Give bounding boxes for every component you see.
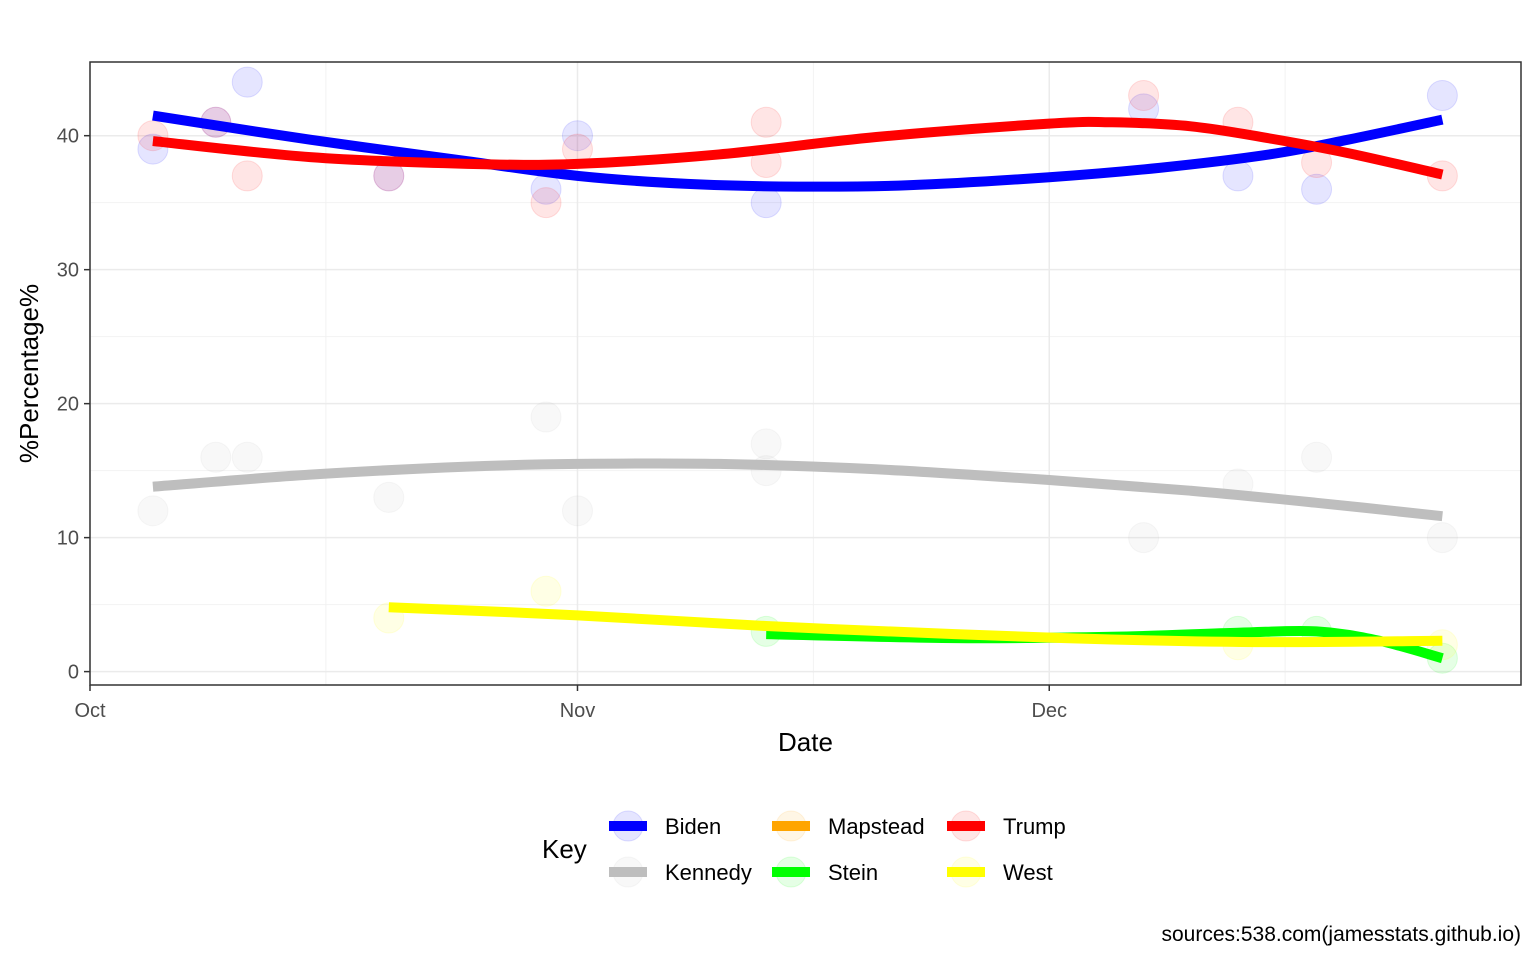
data-point-trump <box>530 187 562 219</box>
data-point-kennedy <box>530 401 562 433</box>
data-point-kennedy <box>1128 522 1160 554</box>
legend: Biden Kennedy Mapstead Stein Trump West <box>609 810 1066 888</box>
axes: 0 10 20 30 40 Oct Nov Dec <box>57 126 1067 722</box>
data-point-biden <box>1222 160 1254 192</box>
data-point-kennedy <box>231 441 263 473</box>
legend-item-biden: Biden <box>609 810 721 842</box>
source-caption: sources:538.com(jamesstats.github.io) <box>1162 923 1522 946</box>
legend-label: Trump <box>1003 814 1066 839</box>
trend-line-trump <box>152 116 1444 180</box>
y-tick-label: 0 <box>68 662 79 684</box>
data-point-biden <box>561 120 593 152</box>
data-point-kennedy <box>750 428 782 460</box>
legend-item-kennedy: Kennedy <box>609 856 752 888</box>
trend-lines <box>152 110 1444 664</box>
legend-item-west: West <box>947 856 1053 888</box>
data-point-kennedy <box>137 495 169 527</box>
y-tick-label: 10 <box>57 528 79 550</box>
legend-item-mapstead: Mapstead <box>772 810 925 842</box>
data-point-kennedy <box>1301 441 1333 473</box>
x-tick-label: Oct <box>74 700 106 722</box>
data-point-trump <box>231 160 263 192</box>
data-point-biden <box>750 187 782 219</box>
x-axis-title: Date <box>778 727 833 757</box>
legend-label: Kennedy <box>665 860 752 885</box>
y-axis-title: %Percentage% <box>14 284 44 463</box>
data-point-west <box>530 575 562 607</box>
data-point-biden <box>1301 173 1333 205</box>
data-point-trump <box>750 106 782 138</box>
x-tick-label: Nov <box>560 700 596 722</box>
legend-item-stein: Stein <box>772 856 878 888</box>
data-point-kennedy <box>1426 522 1458 554</box>
data-point-biden <box>1426 79 1458 111</box>
trend-line-kennedy <box>152 458 1443 522</box>
legend-label: West <box>1003 860 1053 885</box>
data-point-kennedy <box>373 481 405 513</box>
y-tick-label: 40 <box>57 126 79 148</box>
data-point-biden <box>231 66 263 98</box>
legend-title: Key <box>542 834 587 864</box>
trend-line-biden <box>152 110 1444 192</box>
y-tick-label: 20 <box>57 394 79 416</box>
x-tick-label: Dec <box>1031 700 1067 722</box>
trend-line-west <box>388 602 1443 648</box>
legend-label: Stein <box>828 860 878 885</box>
legend-item-trump: Trump <box>947 810 1066 842</box>
y-tick-label: 30 <box>57 260 79 282</box>
data-point-kennedy <box>561 495 593 527</box>
plot-border <box>89 61 1522 686</box>
legend-label: Mapstead <box>828 814 925 839</box>
data-point-kennedy <box>200 441 232 473</box>
legend-label: Biden <box>665 814 721 839</box>
data-point-trump <box>1128 79 1160 111</box>
